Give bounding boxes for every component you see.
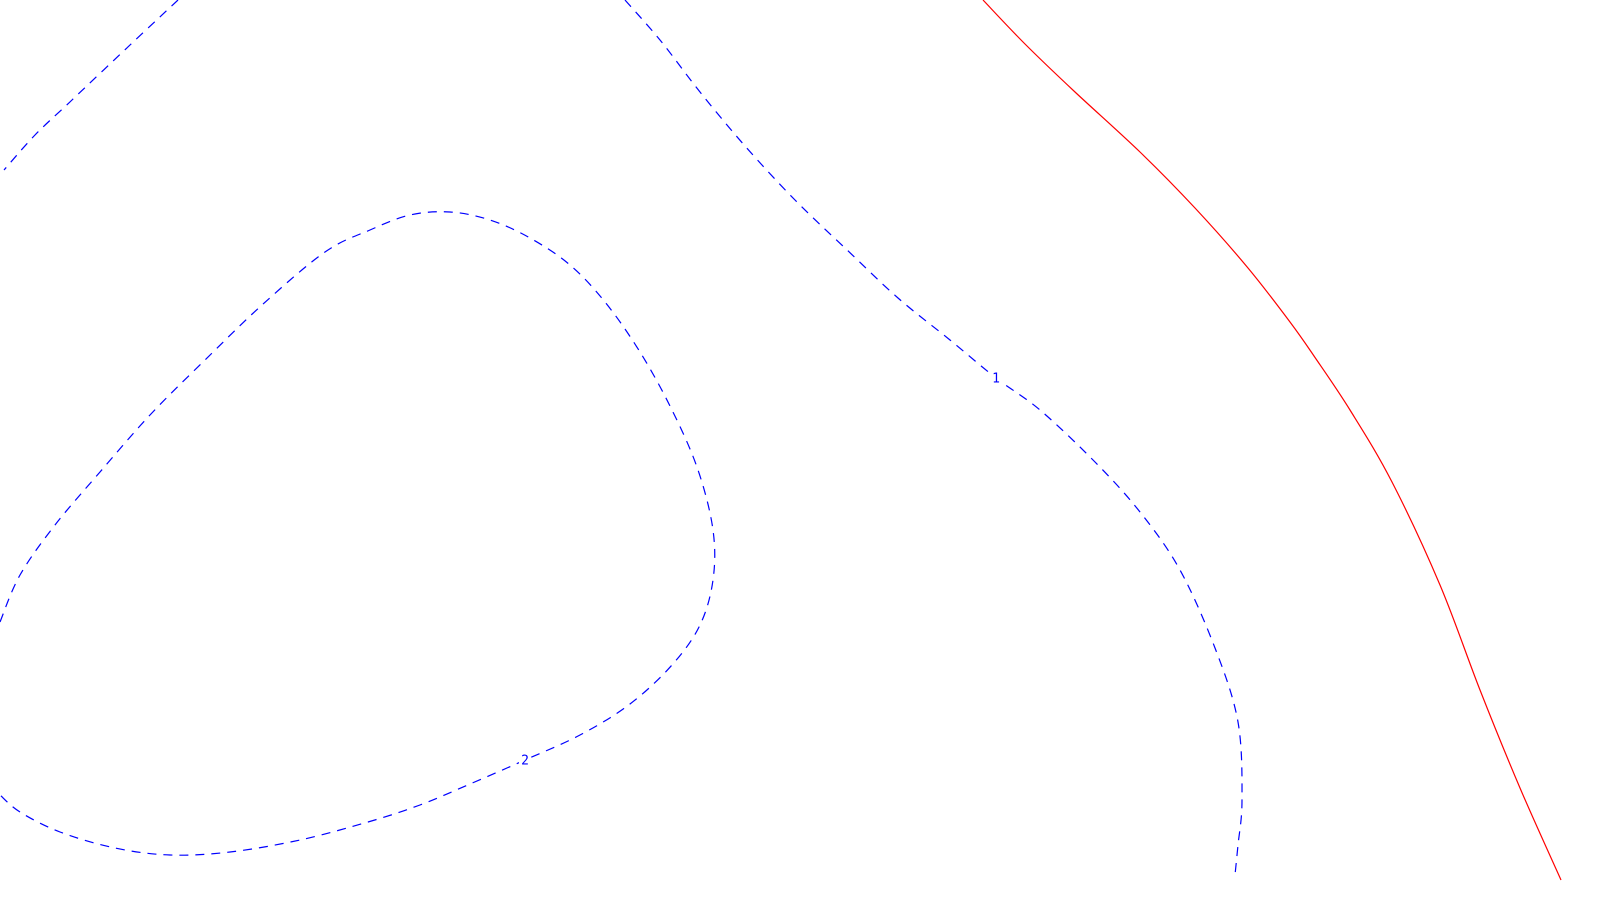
contour-lines — [0, 0, 1562, 881]
contour-label-1: 1 — [992, 372, 1000, 387]
contour-label-2: 2 — [521, 754, 529, 769]
contour-line-level-1-2 — [3, 0, 179, 171]
contour-labels: 12 — [519, 371, 1002, 769]
contour-line-level-1-1 — [624, 0, 1243, 876]
contour-line-level-0-0 — [982, 0, 1562, 881]
contour-label-background — [519, 753, 531, 767]
contour-line-level-2-3 — [0, 211, 716, 856]
contour-label-background — [990, 371, 1002, 385]
